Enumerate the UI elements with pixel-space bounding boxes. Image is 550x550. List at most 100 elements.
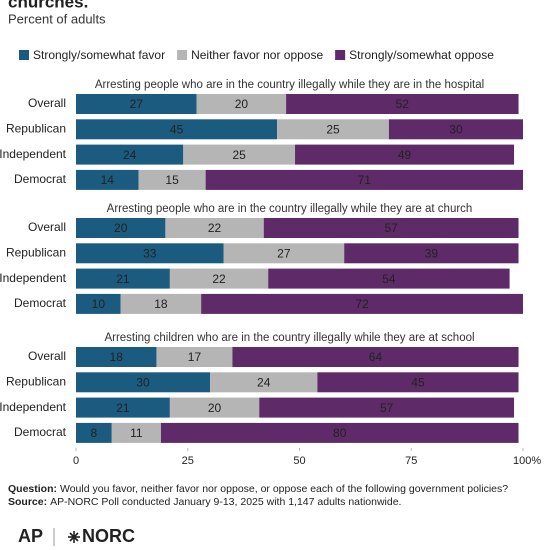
data-label: 49 <box>398 148 412 162</box>
y-tick-label: Democrat <box>14 425 67 439</box>
x-tick-label: 25 <box>182 455 194 467</box>
bar-segment <box>76 397 170 418</box>
data-label: 8 <box>91 426 98 440</box>
bar-segment <box>263 218 519 238</box>
data-label: 25 <box>232 148 246 162</box>
panel-title: Arresting people who are in the country … <box>95 79 484 91</box>
data-label: 33 <box>143 246 157 260</box>
y-tick-label: Independent <box>0 147 67 161</box>
logo-ap: AP <box>18 526 43 546</box>
legend-swatch <box>177 50 188 60</box>
data-label: 10 <box>92 297 106 311</box>
data-label: 24 <box>257 375 271 389</box>
data-label: 72 <box>355 297 369 311</box>
data-label: 14 <box>101 173 115 187</box>
x-tick-label: 75 <box>405 455 417 467</box>
chart-title: churches. <box>8 0 88 11</box>
data-label: 15 <box>165 173 179 187</box>
bar-segment <box>169 268 269 289</box>
data-label: 22 <box>208 221 222 235</box>
x-tick-label: 100% <box>513 455 541 467</box>
footer-label: Question: <box>8 483 57 495</box>
y-tick-label: Democrat <box>14 296 67 310</box>
bar-segment <box>76 119 278 140</box>
data-label: 11 <box>130 426 143 440</box>
bar-segment <box>268 268 510 289</box>
y-tick-label: Independent <box>0 400 67 414</box>
bar-segment <box>201 293 523 314</box>
data-label: 80 <box>333 426 347 440</box>
footer-question: Question: Would you favor, neither favor … <box>8 483 508 495</box>
data-label: 52 <box>396 97 410 111</box>
bar-segment <box>76 218 166 238</box>
bar-segment <box>76 94 197 114</box>
bar-segment <box>232 347 519 367</box>
data-label: 54 <box>382 272 396 286</box>
legend-label: Strongly/somewhat favor <box>33 48 165 62</box>
data-label: 45 <box>411 375 425 389</box>
bar-segment <box>76 169 139 190</box>
data-label: 57 <box>380 401 394 415</box>
panel-title: Arresting people who are in the country … <box>107 203 473 215</box>
bar-segment <box>165 218 264 238</box>
bar-segment <box>286 94 519 114</box>
legend-label: Neither favor nor oppose <box>191 48 323 62</box>
bar-segment <box>259 397 515 418</box>
footer-label: Source: <box>8 496 47 508</box>
bar-segment <box>76 422 112 443</box>
bar-segment <box>76 372 211 393</box>
footer-text: Would you favor, neither favor nor oppos… <box>60 483 508 495</box>
logo-star <box>68 531 80 543</box>
bar-segment <box>196 94 287 114</box>
legend-swatch <box>335 50 346 60</box>
data-label: 39 <box>425 246 439 260</box>
legend-label: Strongly/somewhat oppose <box>349 48 494 62</box>
data-label: 21 <box>116 401 130 415</box>
bar-segment <box>169 397 260 418</box>
legend-swatch <box>19 50 29 60</box>
data-label: 30 <box>136 375 150 389</box>
data-label: 17 <box>188 350 202 364</box>
footer-source: Source: AP-NORC Poll conducted January 9-… <box>8 496 401 508</box>
y-tick-label: Republican <box>6 245 66 259</box>
data-label: 71 <box>358 173 372 187</box>
y-tick-label: Overall <box>28 220 66 234</box>
bar-segment <box>120 293 202 314</box>
bar-segment <box>111 422 161 443</box>
data-label: 57 <box>384 221 398 235</box>
y-tick-label: Republican <box>6 121 66 135</box>
chart-subtitle: Percent of adults <box>8 11 106 26</box>
legend: Strongly/somewhat favor Neither favor nor… <box>19 48 494 62</box>
data-label: 45 <box>170 122 184 136</box>
data-label: 30 <box>449 122 463 136</box>
data-label: 20 <box>114 221 128 235</box>
data-label: 18 <box>110 350 124 364</box>
data-label: 20 <box>208 401 222 415</box>
footer-text: AP-NORC Poll conducted January 9-13, 202… <box>50 496 401 508</box>
bar-segment <box>76 243 224 264</box>
bar-segment <box>183 144 296 165</box>
data-label: 20 <box>235 97 249 111</box>
bar-segment <box>76 268 170 289</box>
bar-segment <box>156 347 233 367</box>
bar-segment <box>388 119 523 140</box>
bar-segment <box>205 169 523 190</box>
y-tick-label: Republican <box>6 374 66 388</box>
bar-segment <box>317 372 519 393</box>
bar-segment <box>76 144 184 165</box>
y-tick-label: Democrat <box>14 172 67 186</box>
data-label: 64 <box>369 350 383 364</box>
x-tick-label: 0 <box>73 455 79 467</box>
x-tick-label: 50 <box>293 455 305 467</box>
bar-segment <box>76 347 157 367</box>
bar-segment <box>210 372 318 393</box>
logo-norc: NORC <box>82 526 135 546</box>
data-label: 25 <box>326 122 340 136</box>
bar-segment <box>223 243 345 264</box>
y-tick-label: Overall <box>28 349 66 363</box>
y-tick-label: Overall <box>28 96 66 110</box>
data-label: 27 <box>277 246 291 260</box>
bar-segment <box>138 169 206 190</box>
data-label: 22 <box>212 272 226 286</box>
